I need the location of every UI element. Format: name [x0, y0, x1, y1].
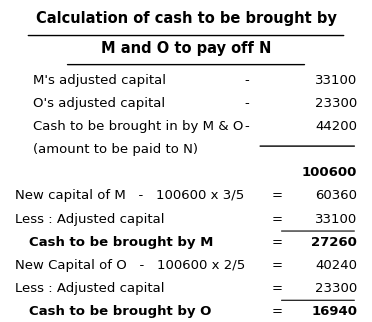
Text: -: - — [244, 120, 249, 133]
Text: Calculation of cash to be brought by: Calculation of cash to be brought by — [36, 11, 336, 26]
Text: 100600: 100600 — [302, 166, 357, 179]
Text: =: = — [272, 305, 282, 318]
Text: Cash to be brought by M: Cash to be brought by M — [29, 236, 214, 249]
Text: 33100: 33100 — [315, 213, 357, 226]
Text: 40240: 40240 — [315, 259, 357, 272]
Text: -: - — [244, 97, 249, 110]
Text: 33100: 33100 — [315, 74, 357, 87]
Text: =: = — [272, 282, 282, 295]
Text: O's adjusted capital: O's adjusted capital — [33, 97, 165, 110]
Text: M and O to pay off N: M and O to pay off N — [101, 41, 271, 56]
Text: =: = — [272, 213, 282, 226]
Text: 60360: 60360 — [315, 189, 357, 203]
Text: Cash to be brought by O: Cash to be brought by O — [29, 305, 211, 318]
Text: New Capital of O   -   100600 x 2/5: New Capital of O - 100600 x 2/5 — [15, 259, 245, 272]
Text: 16940: 16940 — [311, 305, 357, 318]
Text: 23300: 23300 — [315, 97, 357, 110]
Text: New capital of M   -   100600 x 3/5: New capital of M - 100600 x 3/5 — [15, 189, 244, 203]
Text: M's adjusted capital: M's adjusted capital — [33, 74, 166, 87]
Text: 44200: 44200 — [315, 120, 357, 133]
Text: 23300: 23300 — [315, 282, 357, 295]
Text: Less : Adjusted capital: Less : Adjusted capital — [15, 213, 164, 226]
Text: Less : Adjusted capital: Less : Adjusted capital — [15, 282, 164, 295]
Text: Cash to be brought in by M & O: Cash to be brought in by M & O — [33, 120, 243, 133]
Text: (amount to be paid to N): (amount to be paid to N) — [33, 143, 198, 156]
Text: -: - — [244, 74, 249, 87]
Text: =: = — [272, 189, 282, 203]
Text: 27260: 27260 — [311, 236, 357, 249]
Text: =: = — [272, 236, 282, 249]
Text: =: = — [272, 259, 282, 272]
